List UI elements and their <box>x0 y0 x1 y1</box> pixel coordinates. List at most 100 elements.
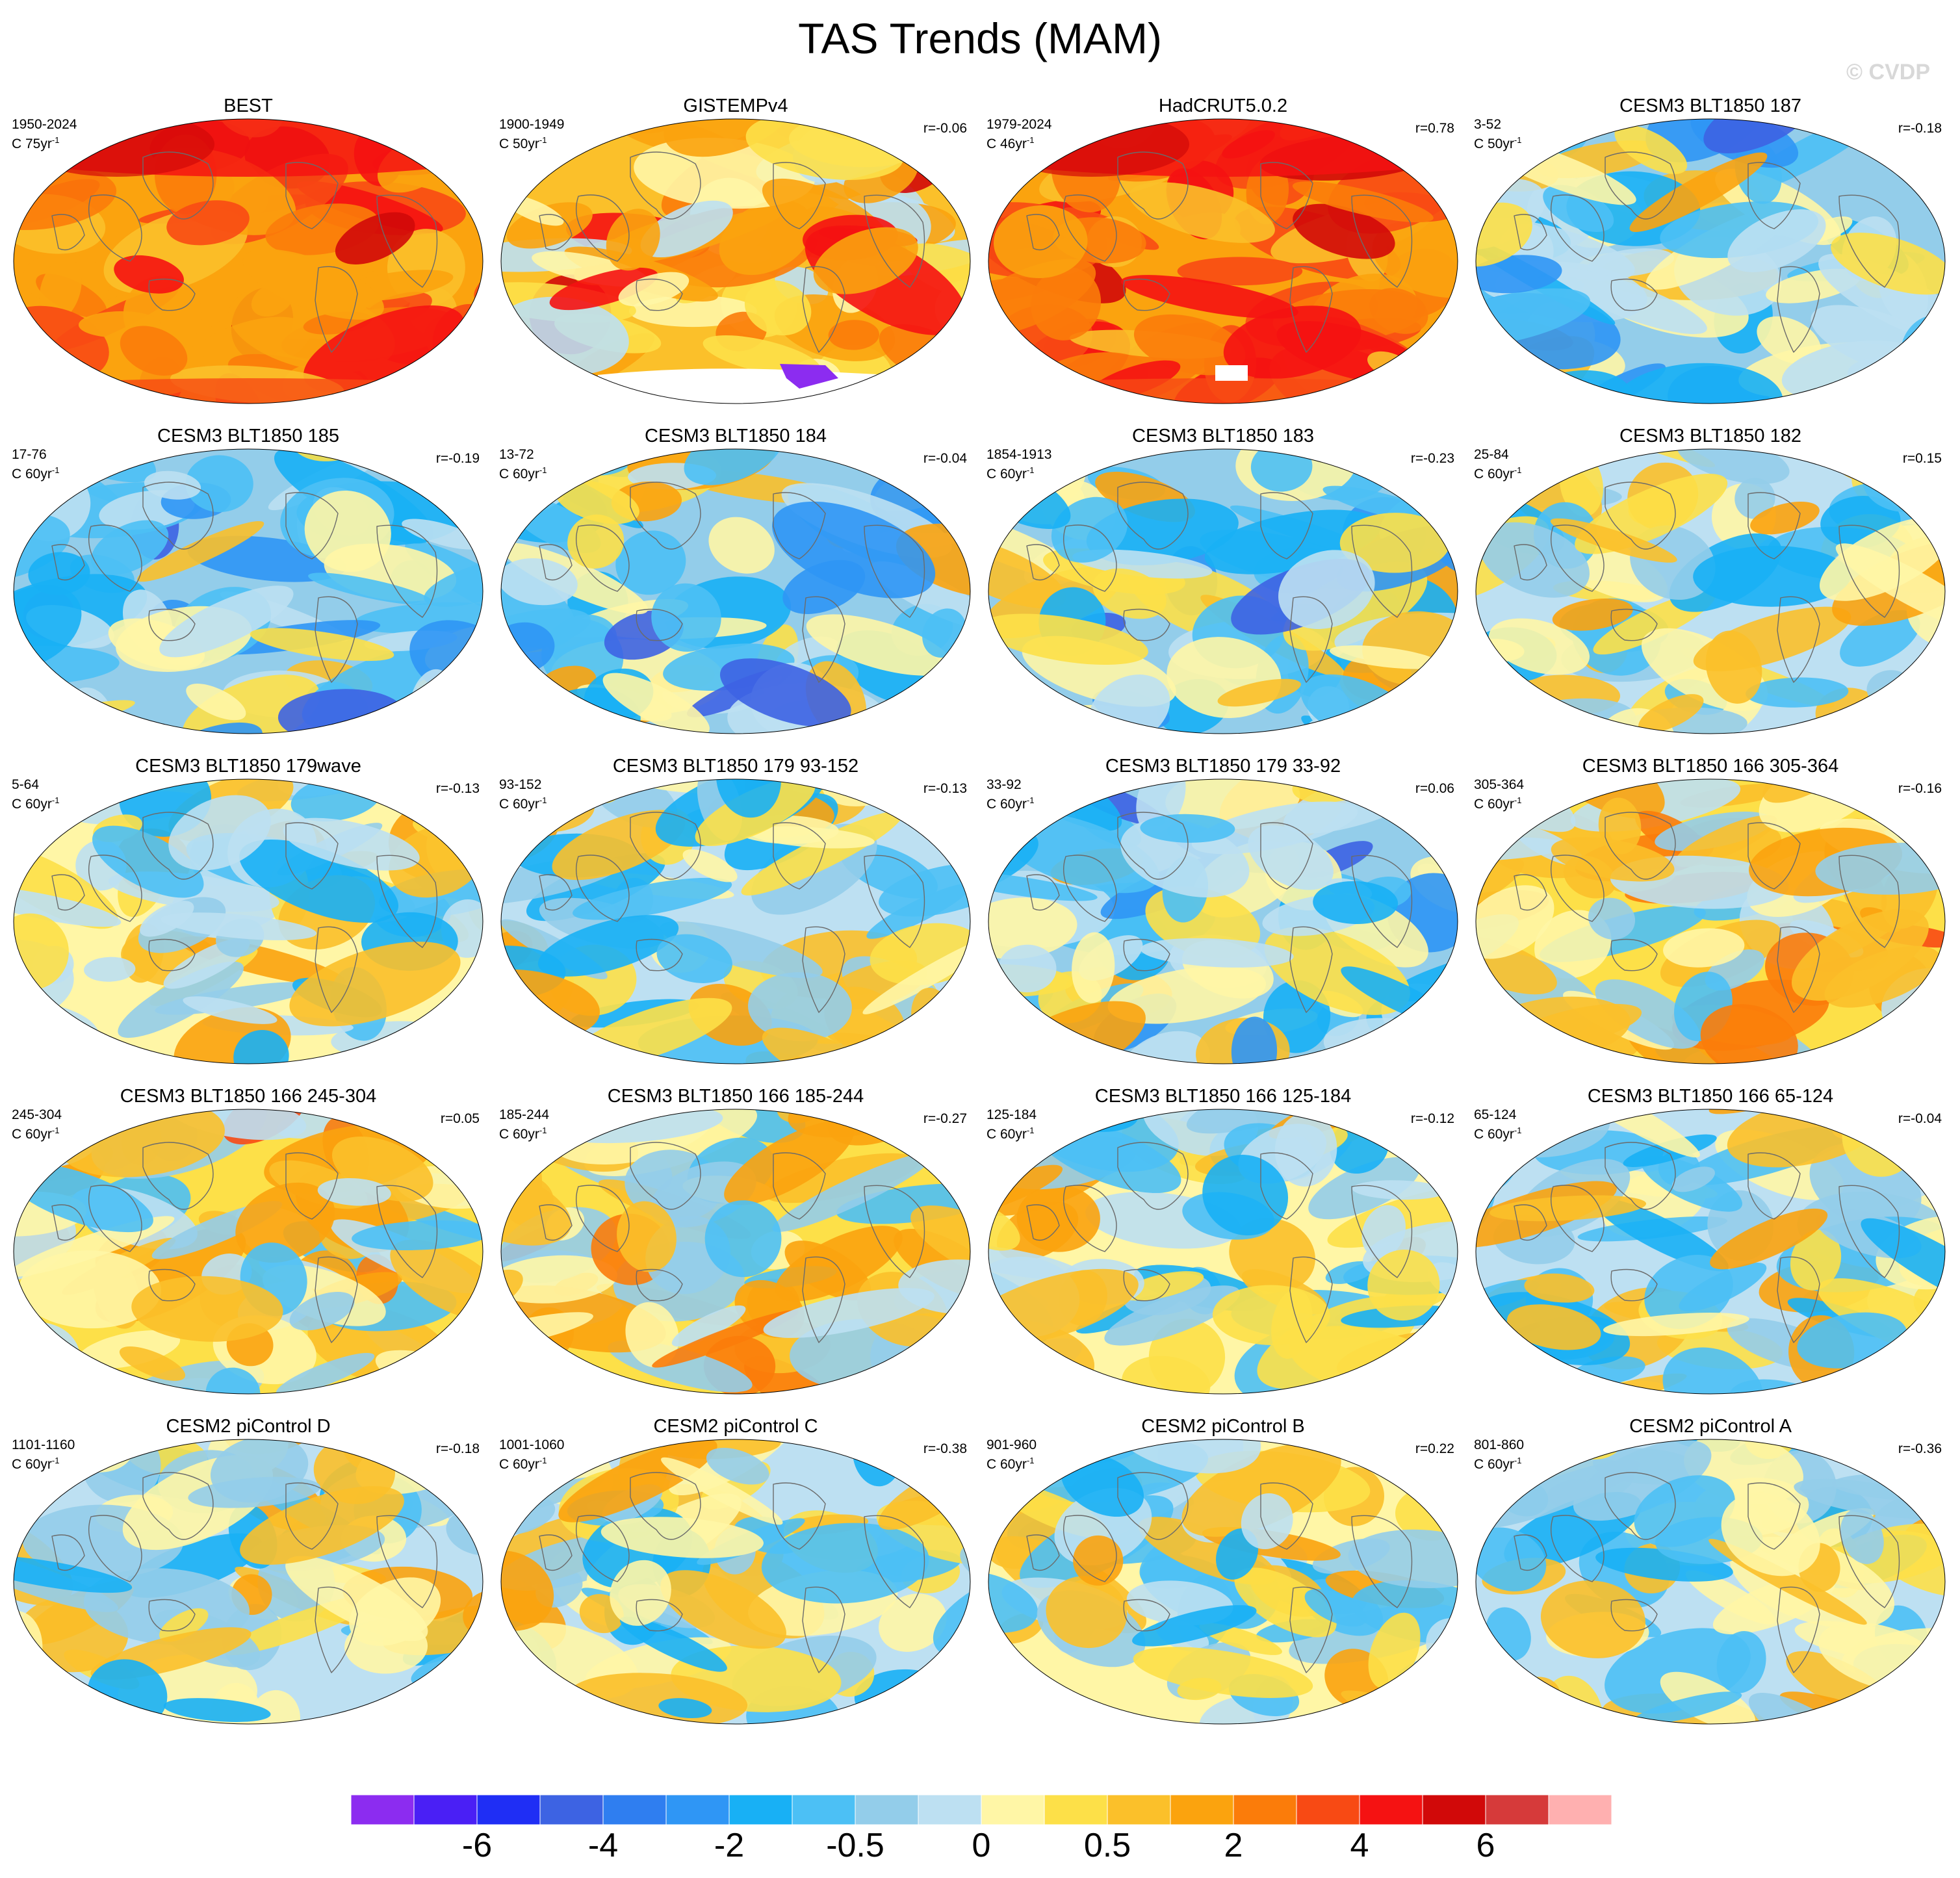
panel-period: 93-152 <box>499 777 542 792</box>
panel-title: CESM2 piControl A <box>1629 1416 1792 1437</box>
panel-units: C 60yr-1 <box>986 793 1034 812</box>
panel-title: CESM3 BLT1850 166 305-364 <box>1582 756 1839 777</box>
panel-title: CESM3 BLT1850 185 <box>157 426 339 446</box>
panel-title: CESM3 BLT1850 179wave <box>135 756 361 777</box>
map-panel: GISTEMPv4 1900-1949 C 50yr-1 r=-0.06 <box>495 95 976 407</box>
map-field <box>1476 449 1945 734</box>
panel-units: C 60yr-1 <box>1474 1453 1521 1473</box>
panel-units: C 60yr-1 <box>12 463 59 482</box>
colorbar-tick-label: 2 <box>1224 1827 1243 1864</box>
panel-units-exponent: -1 <box>1514 135 1522 145</box>
panel-correlation: r=0.06 <box>1415 781 1454 796</box>
panel-units-text: C 60yr <box>1474 467 1514 482</box>
colorbar-swatch <box>1422 1795 1486 1825</box>
panel-correlation: r=-0.16 <box>1898 781 1942 796</box>
panel-units: C 60yr-1 <box>1474 463 1521 482</box>
panel-correlation: r=-0.04 <box>1898 1111 1942 1126</box>
map-panel: CESM3 BLT1850 179wave 5-64 C 60yr-1 r=-0.13 <box>8 755 489 1067</box>
colorbar-tick-label: 4 <box>1350 1827 1369 1864</box>
panel-map <box>500 778 971 1064</box>
panel-units-text: C 60yr <box>12 1457 52 1472</box>
panel-map <box>500 1439 971 1725</box>
panel-units-exponent: -1 <box>51 1456 60 1465</box>
colorbar-swatch <box>665 1795 730 1825</box>
panel-period: 1101-1160 <box>12 1437 75 1452</box>
panel-correlation: r=-0.13 <box>923 781 967 796</box>
colorbar-swatch <box>476 1795 541 1825</box>
panel-map <box>13 448 484 734</box>
panel-units-exponent: -1 <box>1514 795 1522 805</box>
panel-correlation: r=0.05 <box>440 1111 480 1126</box>
colorbar-swatch <box>539 1795 604 1825</box>
panel-units-exponent: -1 <box>1026 465 1035 475</box>
panel-correlation: r=-0.18 <box>1898 121 1942 136</box>
panel-units-text: C 60yr <box>499 467 539 482</box>
panel-period: 305-364 <box>1474 777 1525 792</box>
panel-map <box>500 118 971 404</box>
panel-period: 33-92 <box>986 777 1022 792</box>
panel-map <box>988 1439 1458 1725</box>
panel-units-exponent: -1 <box>1514 1126 1522 1135</box>
panel-units-exponent: -1 <box>1514 465 1522 475</box>
panel-units-exponent: -1 <box>1026 1456 1035 1465</box>
panel-map <box>988 448 1458 734</box>
panel-map <box>13 1109 484 1395</box>
colorbar-tick-label: 0 <box>972 1827 991 1864</box>
panel-units-exponent: -1 <box>1514 1456 1522 1465</box>
panel-units-text: C 60yr <box>986 797 1027 812</box>
panel-title: HadCRUT5.0.2 <box>1158 96 1288 116</box>
map-panel: CESM2 piControl A 801-860 C 60yr-1 r=-0.36 <box>1470 1415 1951 1727</box>
panel-correlation: r=0.15 <box>1902 451 1942 466</box>
panel-period: 17-76 <box>12 447 47 462</box>
colorbar-swatch <box>1044 1795 1108 1825</box>
panel-correlation: r=0.78 <box>1415 121 1454 136</box>
panel-units-text: C 60yr <box>12 467 52 482</box>
panel-title: CESM2 piControl B <box>1141 1416 1305 1437</box>
panel-units-text: C 75yr <box>12 136 52 151</box>
panel-period: 1001-1060 <box>499 1437 565 1452</box>
panel-correlation: r=-0.18 <box>435 1441 480 1456</box>
panel-period: 13-72 <box>499 447 534 462</box>
panel-title: CESM3 BLT1850 166 185-244 <box>607 1086 864 1107</box>
panel-correlation: r=-0.04 <box>923 451 967 466</box>
panel-map <box>1475 1439 1946 1725</box>
colorbar-swatch <box>792 1795 856 1825</box>
panel-correlation: r=-0.13 <box>435 781 480 796</box>
map-panel: CESM3 BLT1850 185 17-76 C 60yr-1 r=-0.19 <box>8 425 489 737</box>
panel-units-text: C 60yr <box>986 467 1027 482</box>
map-field <box>501 449 970 734</box>
panel-units: C 60yr-1 <box>499 463 547 482</box>
colorbar-swatch <box>1107 1795 1171 1825</box>
colorbar-swatch <box>981 1795 1045 1825</box>
panel-units: C 50yr-1 <box>499 133 547 152</box>
panel-units-text: C 60yr <box>499 1457 539 1472</box>
panel-period: 1979-2024 <box>986 117 1052 132</box>
colorbar-tick-label: 0.5 <box>1083 1827 1131 1864</box>
panel-units-exponent: -1 <box>1026 795 1035 805</box>
panel-period: 801-860 <box>1474 1437 1525 1452</box>
panel-title: CESM3 BLT1850 183 <box>1132 426 1314 446</box>
panel-title: BEST <box>224 96 273 116</box>
panel-title: CESM2 piControl D <box>166 1416 331 1437</box>
panel-units-text: C 60yr <box>499 1127 539 1142</box>
panel-correlation: r=0.22 <box>1415 1441 1454 1456</box>
map-panel: CESM3 BLT1850 166 185-244 185-244 C 60yr-1… <box>495 1085 976 1397</box>
panel-units-text: C 50yr <box>499 136 539 151</box>
panel-period: 25-84 <box>1474 447 1509 462</box>
panel-units-text: C 60yr <box>12 1127 52 1142</box>
colorbar-swatch <box>729 1795 793 1825</box>
colorbar-swatch <box>413 1795 478 1825</box>
panel-map <box>1475 118 1946 404</box>
map-panel: CESM3 BLT1850 166 245-304 245-304 C 60yr-1… <box>8 1085 489 1397</box>
panel-units: C 60yr-1 <box>1474 793 1521 812</box>
map-panel: BEST 1950-2024 C 75yr-1 <box>8 95 489 407</box>
map-panel: HadCRUT5.0.2 1979-2024 C 46yr-1 r=0.78 <box>983 95 1464 407</box>
map-panel: CESM3 BLT1850 182 25-84 C 60yr-1 r=0.15 <box>1470 425 1951 737</box>
panel-period: 1854-1913 <box>986 447 1052 462</box>
panel-units-exponent: -1 <box>51 1126 60 1135</box>
panel-map <box>1475 778 1946 1064</box>
panel-units-text: C 60yr <box>986 1127 1027 1142</box>
panel-title: GISTEMPv4 <box>683 96 788 116</box>
figure-title: TAS Trends (MAM) <box>798 14 1162 62</box>
colorbar <box>351 1795 1612 1825</box>
